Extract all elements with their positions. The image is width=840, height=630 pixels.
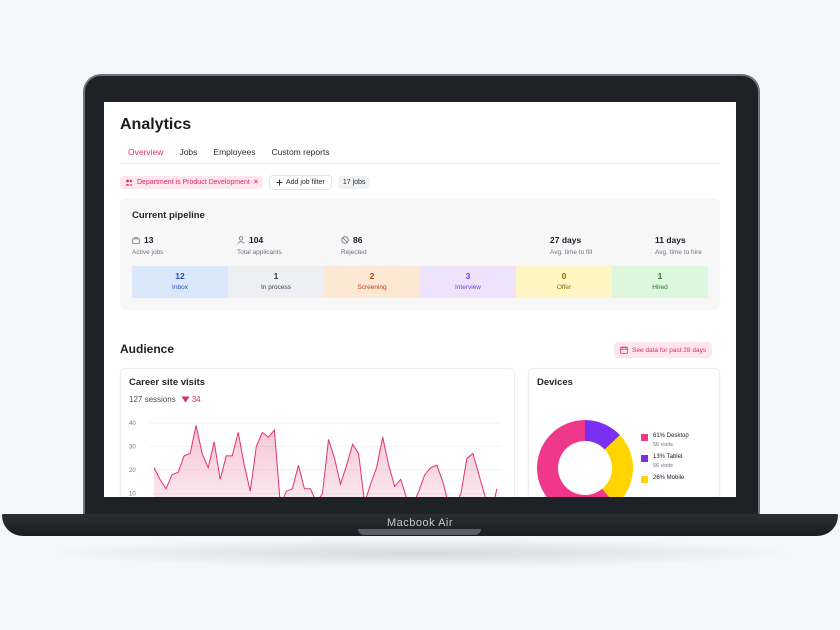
screen: Analytics Overview Jobs Employees Custom… [104,102,736,497]
stat-value: 86 [353,235,363,245]
plus-icon [276,179,283,186]
y-tick-label: 20 [129,468,136,474]
stat-time-to-hire: 11 days Avg. time to hire [655,235,702,256]
stage-label: Inbox [172,284,188,291]
stage-offer[interactable]: 0 Offer [516,266,612,298]
devices-title: Devices [537,377,573,388]
stat-time-to-fill: 27 days Avg. time to fill [550,235,592,256]
stage-label: Screening [357,284,387,291]
visits-title: Career site visits [129,377,206,388]
stat-label: Active jobs [132,249,164,256]
user-icon [237,236,245,244]
tab-custom-reports[interactable]: Custom reports [271,147,330,157]
donut-slice-desktop [537,420,609,497]
stage-count: 0 [561,271,567,281]
tab-bar: Overview Jobs Employees Custom reports [120,145,338,164]
department-filter-label: Department is Product Development [137,179,250,186]
legend-swatch [641,434,648,441]
career-site-visits-card: Career site visits 127 sessions 34 40 30 2… [120,368,515,497]
sessions-delta: 34 [181,395,201,404]
legend-desktop: 61% Desktop 56 visits [641,433,689,448]
donut-slice-mobile [602,435,633,497]
y-tick-label: 40 [129,421,136,427]
stat-value: 104 [249,235,264,245]
ban-icon [341,236,349,244]
stat-value: 27 days [550,235,582,245]
stat-label: Avg. time to fill [550,249,593,256]
people-icon [125,179,133,186]
y-tick-label: 10 [129,492,136,498]
department-filter-chip[interactable]: Department is Product Development × [120,176,263,189]
y-tick-label: 30 [129,445,136,451]
pipeline-stages: 12 Inbox 1 In process 2 Screening 3 Inte… [132,266,708,298]
stage-interview[interactable]: 3 Interview [420,266,516,298]
stat-rejected: 86 Rejected [341,235,367,256]
stage-count: 1 [273,271,279,281]
date-range-button[interactable]: See data for past 28 days [614,342,713,358]
sessions-delta-value: 34 [191,395,201,404]
visits-line [153,425,498,497]
legend-swatch [641,455,648,462]
tab-jobs[interactable]: Jobs [179,147,198,157]
stat-label: Avg. time to hire [655,249,702,256]
stat-value: 13 [144,235,154,245]
sessions-summary: 127 sessions 34 [129,395,201,404]
legend-label: 13% Tablet [653,454,683,460]
stage-hired[interactable]: 1 Hired [612,266,708,298]
calendar-icon [620,346,628,354]
laptop-notch [358,529,481,535]
device-label: Macbook Air [386,517,454,529]
devices-card: Devices 61% Desktop 56 visits 13% Tablet… [528,368,720,497]
legend-mobile: 26% Mobile [641,475,689,483]
tab-employees[interactable]: Employees [213,147,256,157]
stat-active-jobs: 13 Active jobs [132,235,163,256]
stage-label: Offer [556,284,572,291]
current-pipeline-panel: Current pipeline 13 Active jobs 104 Tota… [120,198,720,310]
add-job-filter-label: Add job filter [285,179,325,186]
laptop-shadow [40,538,800,568]
stat-total-applicants: 104 Total applicants [237,235,282,256]
stat-label: Total applicants [237,249,282,256]
tabs-divider [120,163,720,164]
stage-label: Interview [454,284,481,291]
stage-label: Hired [652,284,668,291]
donut-slice-tablet [585,420,620,450]
stage-count: 3 [465,271,471,281]
legend-label: 26% Mobile [653,475,685,481]
remove-filter-icon[interactable]: × [253,179,258,186]
stage-count: 1 [657,271,663,281]
stage-in-process[interactable]: 1 In process [228,266,324,298]
stat-value: 11 days [655,235,686,245]
devices-legend: 61% Desktop 56 visits 13% Tablet 56 visi… [641,433,689,483]
sessions-count: 127 sessions [129,395,176,404]
stage-inbox[interactable]: 12 Inbox [132,266,228,298]
filter-bar: Department is Product Development × Add … [120,175,371,190]
legend-sub: 56 visits [653,463,673,469]
page-title: Analytics [120,116,192,133]
stage-screening[interactable]: 2 Screening [324,266,420,298]
legend-sub: 56 visits [653,442,673,448]
jobs-count-badge: 17 jobs [337,176,371,189]
stage-count: 2 [369,271,375,281]
visits-area-chart: 40 30 20 10 [129,421,501,498]
add-job-filter-button[interactable]: Add job filter [268,175,332,190]
legend-label: 61% Desktop [653,433,689,439]
legend-tablet: 13% Tablet 56 visits [641,454,689,469]
stat-label: Rejected [341,249,367,256]
stage-count: 12 [175,271,185,281]
briefcase-icon [132,236,140,244]
stage-label: In process [261,284,291,291]
laptop-base [2,514,838,536]
audience-title: Audience [120,342,175,356]
legend-swatch [641,476,648,483]
devices-donut-chart [537,420,633,497]
pipeline-title: Current pipeline [132,210,205,221]
date-range-label: See data for past 28 days [632,346,707,354]
tab-overview[interactable]: Overview [120,145,172,164]
down-arrow-icon [181,396,190,403]
